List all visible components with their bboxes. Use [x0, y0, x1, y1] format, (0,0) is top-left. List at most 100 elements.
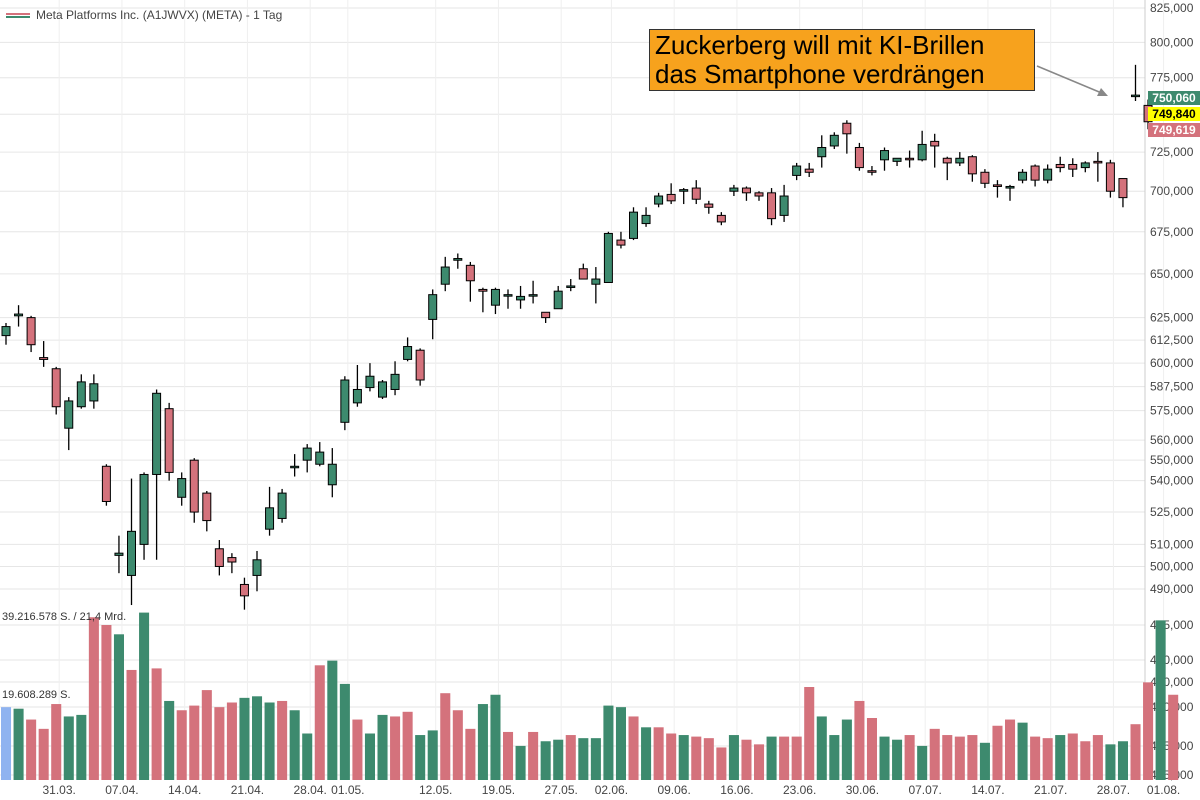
candle-body — [403, 346, 413, 360]
volume-bar — [151, 668, 162, 780]
candle-body — [378, 381, 387, 398]
volume-bar — [377, 714, 388, 780]
date-tick-label: 16.06. — [720, 783, 753, 797]
volume-bar — [402, 711, 413, 780]
candle-body — [942, 157, 952, 164]
candle-body — [365, 375, 375, 389]
volume-bar — [1017, 722, 1028, 780]
volume-bar — [1080, 741, 1091, 780]
candle-body — [553, 290, 563, 310]
candle-body — [679, 189, 689, 192]
volume-bar — [653, 727, 664, 780]
candle-body — [490, 288, 500, 306]
candle-body — [340, 379, 350, 423]
price-tick-label: 550,000 — [1150, 453, 1194, 467]
annotation-line-2: das Smartphone verdrängen — [655, 59, 985, 89]
volume-bar — [139, 612, 150, 780]
candle-body — [867, 170, 877, 173]
date-tick-label: 09.06. — [657, 783, 690, 797]
candle-body — [252, 559, 262, 576]
news-annotation[interactable]: Zuckerberg will mit KI-Brillen das Smart… — [649, 29, 1035, 91]
candle-body — [767, 192, 777, 220]
volume-bar — [854, 700, 865, 780]
candle-body — [905, 157, 915, 161]
candle-body — [465, 264, 475, 282]
candle-body — [189, 459, 199, 513]
candle-body — [516, 295, 526, 301]
date-tick-label: 12.05. — [419, 783, 452, 797]
volume-bar — [979, 742, 990, 780]
price-tick-label: 650,000 — [1150, 267, 1194, 281]
volume-bar — [628, 716, 639, 780]
candle-body — [177, 478, 187, 498]
volume-bar — [239, 697, 250, 780]
volume-bar — [1105, 744, 1116, 780]
volume-bar — [226, 702, 237, 780]
candle-body — [302, 447, 312, 461]
annotation-arrow-line — [1036, 65, 1105, 95]
volume-bar — [327, 660, 338, 780]
volume-bar — [465, 728, 476, 780]
volume-bar — [804, 687, 815, 780]
date-tick-label: 21.04. — [231, 783, 264, 797]
volume-bar — [101, 625, 112, 780]
price-tick-label: 700,000 — [1150, 184, 1194, 198]
volume-bar — [766, 736, 777, 780]
candle-body — [955, 157, 965, 164]
candle-body — [352, 388, 362, 404]
volume-bar — [528, 731, 539, 780]
candle-body — [101, 465, 111, 502]
price-tick-label: 800,000 — [1150, 35, 1194, 49]
price-tick-label: 725,000 — [1150, 145, 1194, 159]
price-tag-low: 749,619 — [1148, 123, 1200, 137]
volume-bar — [1, 707, 12, 780]
candle-body — [1055, 163, 1065, 169]
candle-body — [992, 184, 1002, 187]
volume-bar — [1168, 694, 1179, 780]
volume-bar — [691, 736, 702, 780]
volume-bar — [452, 710, 463, 780]
volume-bar — [1155, 620, 1166, 780]
volume-bar — [126, 669, 137, 780]
price-tick-label: 612,500 — [1150, 333, 1194, 347]
candle-body — [89, 383, 99, 402]
volume-bar — [954, 736, 965, 780]
chart-legend[interactable]: Meta Platforms Inc. (A1JWVX) (META) - 1 … — [6, 8, 282, 22]
volume-bar — [1130, 724, 1141, 780]
volume-bar — [415, 735, 426, 780]
candle-body — [541, 311, 551, 319]
volume-bar — [603, 705, 614, 780]
candle-body — [716, 214, 726, 223]
candle-body — [1131, 94, 1140, 98]
volume-bar — [741, 739, 752, 780]
price-tick-label: 587,500 — [1150, 380, 1194, 394]
candle-body — [566, 285, 576, 288]
candle-body — [453, 258, 463, 261]
candle-body — [152, 392, 162, 475]
volume-bar — [26, 719, 37, 780]
candle-body — [39, 357, 49, 360]
candle-body — [880, 150, 889, 161]
price-tag-high: 750,060 — [1148, 91, 1200, 105]
candle-body — [666, 193, 676, 202]
volume-bar — [364, 733, 375, 780]
candle-body — [528, 294, 538, 297]
volume-bar — [917, 745, 928, 780]
candle-body — [26, 317, 36, 346]
candle-body — [829, 134, 839, 147]
candle-body — [64, 400, 74, 429]
volume-bar — [1055, 735, 1066, 780]
volume-bar — [892, 739, 903, 780]
price-tick-label: 560,000 — [1150, 433, 1194, 447]
price-tick-label: 575,000 — [1150, 404, 1194, 418]
date-tick-label: 02.06. — [595, 783, 628, 797]
volume-bar — [791, 736, 802, 780]
volume-bar — [829, 735, 840, 780]
price-tick-label: 540,000 — [1150, 474, 1194, 488]
date-tick-label: 30.06. — [846, 783, 879, 797]
volume-bar — [189, 705, 200, 780]
candle-body — [114, 552, 124, 556]
candle-body — [1043, 168, 1053, 181]
candle-body — [214, 548, 224, 567]
candle-body — [754, 192, 764, 197]
